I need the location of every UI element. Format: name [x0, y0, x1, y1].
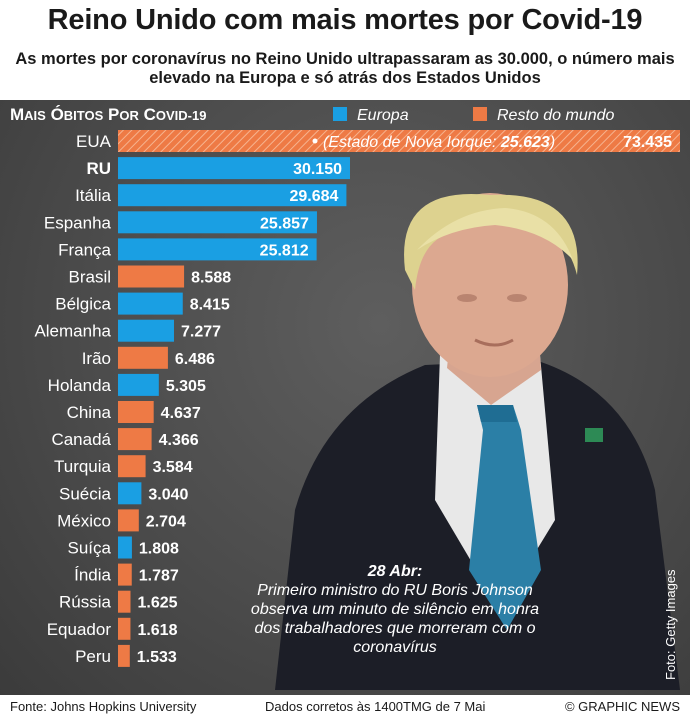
- category-label: Canadá: [51, 430, 111, 449]
- category-label: Suécia: [59, 484, 112, 503]
- data-timestamp-note: Dados corretos às 1400TMG de 7 Mai: [265, 699, 486, 714]
- value-label: 29.684: [289, 188, 338, 205]
- category-label: Espanha: [44, 213, 112, 232]
- value-label: 25.812: [260, 242, 309, 259]
- bar-14: [118, 509, 139, 532]
- value-label: 8.588: [191, 270, 231, 287]
- caption-date: 28 Abr:: [367, 563, 423, 580]
- page-subtitle: As mortes por coronavírus no Reino Unido…: [15, 50, 675, 87]
- category-label: Brasil: [68, 268, 111, 287]
- category-label: Peru: [75, 647, 111, 666]
- category-label: Itália: [75, 186, 111, 205]
- value-label: 73.435: [623, 134, 672, 151]
- brand-credit: © GRAPHIC NEWS: [564, 699, 680, 714]
- category-label: México: [57, 511, 111, 530]
- category-label: RU: [86, 159, 111, 178]
- category-label: Turquia: [54, 457, 112, 476]
- bar-6: [118, 292, 183, 315]
- bar-18: [118, 617, 131, 640]
- bar-15: [118, 536, 132, 559]
- value-label: 4.637: [161, 405, 201, 422]
- category-label: Índia: [74, 566, 111, 585]
- source-note: Fonte: Johns Hopkins University: [10, 699, 197, 714]
- value-label: 1.618: [137, 622, 177, 639]
- boris-johnson-photo: [275, 193, 680, 690]
- value-label: 1.787: [139, 568, 179, 585]
- bar-2: [118, 184, 347, 207]
- bar-11: [118, 428, 152, 451]
- bar-13: [118, 482, 142, 505]
- legend-label-1: Europa: [357, 107, 409, 124]
- bar-5: [118, 265, 185, 288]
- bar-10: [118, 401, 154, 423]
- value-label: 7.277: [181, 324, 221, 341]
- bar-0: [118, 130, 680, 152]
- value-label: 3.040: [148, 486, 188, 503]
- category-label: China: [67, 403, 112, 422]
- value-label: 1.808: [139, 541, 179, 558]
- value-label: 4.366: [159, 432, 199, 449]
- bar-8: [118, 346, 168, 369]
- legend-swatch-2: [473, 107, 487, 121]
- category-label: Suíça: [68, 539, 112, 558]
- caption-text: Primeiro ministro do RU Boris Johnson ob…: [250, 582, 540, 656]
- legend-label-2: Resto do mundo: [497, 107, 615, 124]
- value-label: 5.305: [166, 378, 206, 395]
- photo-tie: [469, 405, 541, 630]
- category-label: Alemanha: [34, 322, 111, 341]
- value-label: 6.486: [175, 351, 215, 368]
- category-label: Bélgica: [55, 295, 111, 314]
- annotation-dot: [312, 138, 318, 144]
- value-label: 30.150: [293, 161, 342, 178]
- annotation-text: (Estado de Nova Iorque: 25.623): [323, 134, 555, 151]
- value-label: 1.533: [137, 649, 177, 666]
- category-label: Irão: [82, 349, 111, 368]
- photo-caption: 28 Abr: Primeiro ministro do RU Boris Jo…: [240, 562, 550, 657]
- category-label: EUA: [76, 132, 112, 151]
- value-label: 8.415: [190, 297, 230, 314]
- bar-4: [118, 238, 317, 261]
- photo-credit: Foto: Getty Images: [663, 569, 678, 680]
- value-label: 2.704: [146, 513, 186, 530]
- page-title: Reino Unido com mais mortes por Covid-19: [47, 4, 643, 36]
- bar-17: [118, 590, 131, 613]
- bar-1: [118, 157, 350, 180]
- photo-lapel-pin: [585, 428, 603, 442]
- bar-chart: MAIS ÓBITOS POR COVID-19 Europa Resto do m…: [10, 105, 680, 667]
- bar-9: [118, 373, 159, 396]
- category-label: Holanda: [48, 376, 112, 395]
- bar-3: [118, 211, 317, 234]
- bar-12: [118, 455, 146, 478]
- footer: Fonte: Johns Hopkins University Dados co…: [0, 695, 690, 720]
- photo-face: [412, 193, 568, 377]
- value-label: 3.584: [153, 459, 193, 476]
- bar-16: [118, 563, 132, 586]
- bar-7: [118, 319, 174, 342]
- value-label: 1.625: [138, 595, 178, 612]
- header: Reino Unido com mais mortes por Covid-19…: [0, 0, 690, 100]
- value-label: 25.857: [260, 215, 309, 232]
- bar-19: [118, 644, 130, 667]
- category-label: Rússia: [59, 593, 112, 612]
- chart-title: MAIS ÓBITOS POR COVID-19: [10, 105, 206, 124]
- legend-swatch-1: [333, 107, 347, 121]
- category-label: França: [58, 240, 111, 259]
- category-label: Equador: [47, 620, 112, 639]
